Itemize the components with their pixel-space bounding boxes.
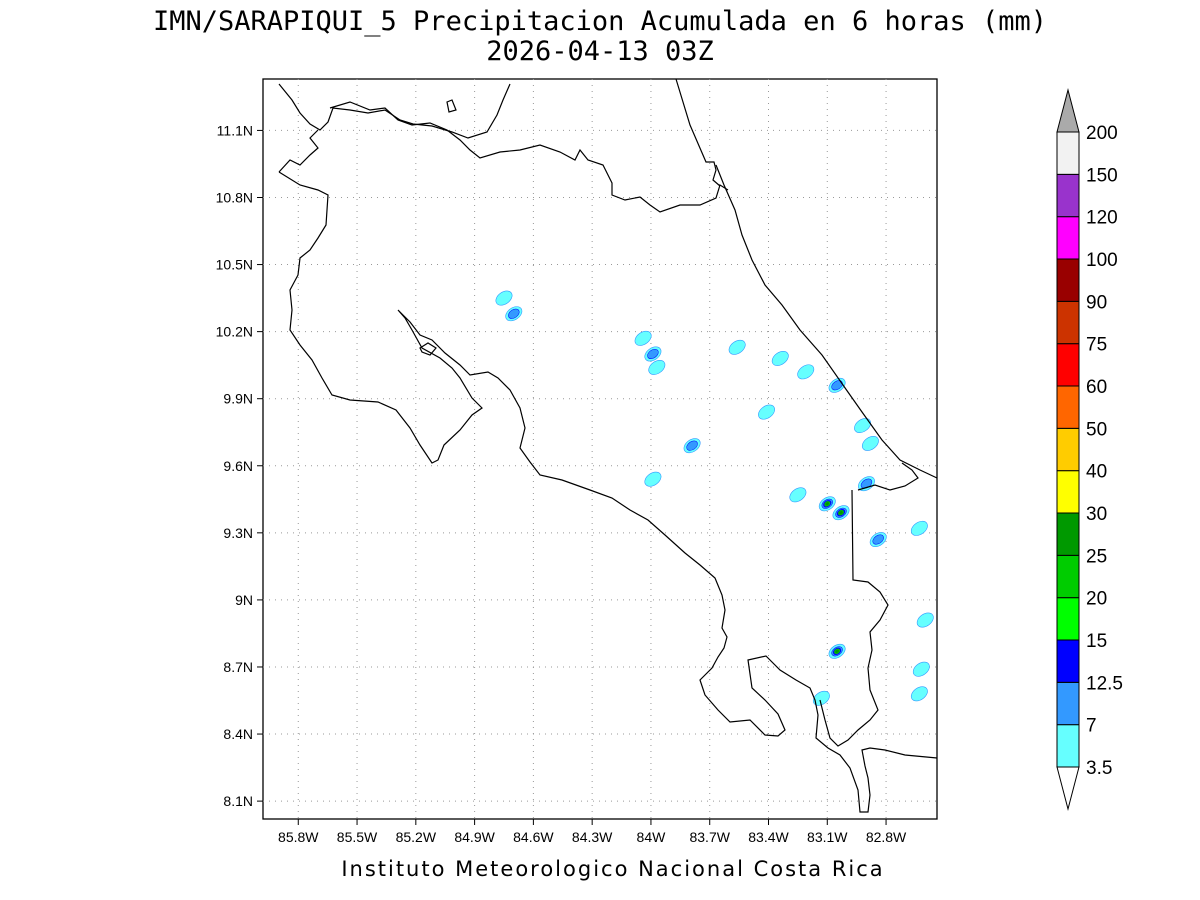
colorbar-swatch: [1056, 470, 1080, 514]
nicaragua-border: [329, 101, 729, 213]
colorbar-label: 150: [1086, 165, 1118, 186]
precip-cell: [858, 476, 875, 492]
precip-cell: [797, 364, 815, 380]
colorbar-swatch: [1056, 173, 1080, 218]
footer-credit: Instituto Meteorologico Nacional Costa R…: [341, 857, 884, 881]
colorbar-label: 60: [1086, 377, 1107, 398]
lon-tick-label: 84W: [637, 829, 667, 845]
lat-tick-label: 9.3N: [223, 525, 253, 541]
lon-tick-label: 85.8W: [278, 829, 319, 845]
lat-tick-label: 10.2N: [216, 324, 253, 340]
colorbar-swatch: [1056, 639, 1080, 683]
precip-cell: [832, 505, 850, 521]
lat-tick-label: 10.5N: [216, 257, 253, 273]
colorbar-label: 7: [1086, 716, 1097, 737]
colorbar-swatch: [1056, 427, 1080, 472]
nicaragua-caribbean-coast: [675, 78, 721, 187]
colorbar-swatch: [1056, 258, 1080, 302]
lat-tick-label: 9.6N: [223, 458, 253, 474]
lon-tick-label: 82.8W: [866, 829, 907, 845]
bocas-del-toro-coast: [857, 462, 919, 491]
nicoya-inlet: [419, 342, 437, 356]
colorbar-swatch: [1056, 300, 1080, 345]
colorbar-label: 20: [1086, 589, 1107, 610]
colorbar-swatch: [1056, 597, 1080, 641]
precip-cell: [789, 487, 807, 503]
precip-cell: [771, 351, 789, 366]
colorbar-label: 90: [1086, 292, 1107, 313]
lat-tick-label: 10.8N: [216, 189, 253, 205]
lat-tick-label: 9.9N: [223, 391, 253, 407]
colorbar-label: 12.5: [1086, 673, 1123, 694]
lon-tick-label: 85.2W: [396, 829, 437, 845]
precip-cell: [728, 339, 746, 355]
title-line-1: IMN/SARAPIQUI_5 Precipitacion Acumulada …: [153, 6, 1047, 37]
lake-island: [446, 99, 457, 113]
colorbar-label: 3.5: [1086, 758, 1112, 779]
precip-cell: [812, 690, 830, 706]
colorbar-swatch: [1056, 385, 1080, 429]
precip-cell: [648, 359, 666, 375]
colorbar-label: 50: [1086, 419, 1107, 440]
lat-tick-label: 8.7N: [223, 659, 253, 675]
lat-tick-label: 9N: [235, 592, 253, 608]
coastlines: [278, 78, 938, 813]
colorbar-label: 120: [1086, 208, 1118, 229]
lon-tick-label: 84.6W: [513, 829, 554, 845]
precip-cell: [644, 346, 662, 362]
precip-cell: [495, 290, 513, 306]
colorbar-label: 30: [1086, 504, 1107, 525]
colorbar-swatch: [1056, 343, 1080, 387]
axis-layer: 85.8W 85.5W 85.2W 84.9W 84.6W 84.3W 84W 83.7W 83…: [216, 122, 907, 845]
lake-nicaragua-shore: [278, 83, 511, 139]
precip-cell: [634, 330, 652, 346]
colorbar-label: 25: [1086, 546, 1107, 567]
colorbar-label: 100: [1086, 250, 1118, 271]
caribbean-coast: [715, 164, 938, 479]
precip-cell: [910, 520, 928, 536]
precip-cell: [869, 532, 887, 547]
colorbar-swatch: [1056, 724, 1080, 768]
precip-cell: [818, 496, 836, 512]
colorbar-top-arrow: [1056, 88, 1080, 133]
colorbar-label: 15: [1086, 631, 1107, 652]
colorbar-label: 75: [1086, 335, 1107, 356]
colorbar-label: 200: [1086, 123, 1118, 144]
lon-tick-label: 85.5W: [337, 829, 378, 845]
precip-cell: [644, 471, 662, 487]
precip-cell: [916, 612, 934, 628]
lon-tick-label: 83.7W: [689, 829, 730, 845]
lon-tick-label: 83.4W: [748, 829, 789, 845]
colorbar: 3.5 7 12.5 15 20 25 30 40 50 60 75 90 100 120 150 200: [1056, 88, 1123, 811]
precip-cell: [910, 686, 928, 702]
precip-cell: [912, 661, 930, 677]
colorbar-swatch: [1056, 131, 1080, 175]
precip-cell: [861, 435, 879, 451]
lat-tick-label: 11.1N: [217, 122, 253, 138]
precip-cell: [758, 404, 775, 420]
colorbar-swatch: [1056, 681, 1080, 726]
grid-layer: [263, 79, 937, 819]
lon-tick-label: 83.1W: [807, 829, 848, 845]
panama-border: [819, 489, 889, 747]
colorbar-swatch: [1056, 216, 1080, 260]
pacific-coast-north: [278, 129, 938, 813]
colorbar-label: 40: [1086, 462, 1107, 483]
lat-tick-label: 8.4N: [223, 726, 253, 742]
precip-cell: [683, 438, 701, 454]
colorbar-bottom-arrow: [1056, 766, 1080, 811]
precip-layer: [495, 290, 934, 706]
precip-cell: [505, 306, 523, 322]
map-frame: [262, 78, 938, 820]
colorbar-swatch: [1056, 512, 1080, 556]
precip-cell: [854, 418, 871, 433]
lat-tick-label: 8.1N: [223, 793, 253, 809]
colorbar-swatch: [1056, 554, 1080, 599]
precip-cell: [828, 643, 846, 659]
lon-tick-label: 84.3W: [572, 829, 613, 845]
title-line-2: 2026-04-13 03Z: [486, 36, 714, 67]
lon-tick-label: 84.9W: [454, 829, 495, 845]
